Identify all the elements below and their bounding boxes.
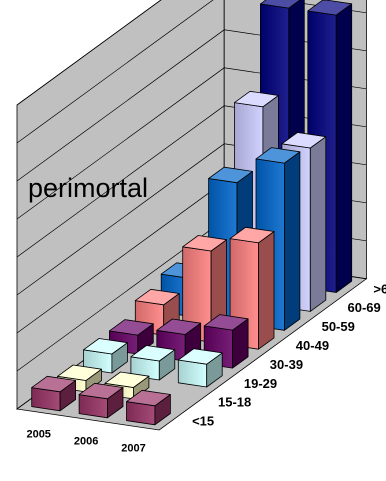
- panel-label: perimortal: [28, 173, 148, 203]
- x-tick-label: 2005: [26, 429, 50, 441]
- bar-top-face: [229, 226, 275, 244]
- age-group-tick-label: 30-39: [270, 357, 303, 372]
- bar-top-face: [182, 235, 228, 252]
- bar-side-face: [283, 151, 301, 331]
- bar-top-face: [130, 345, 176, 362]
- bar-top-face: [307, 0, 353, 16]
- age-group-tick-label: 50-59: [322, 319, 355, 334]
- bar-top-face: [83, 338, 128, 355]
- bar-side-face: [335, 3, 353, 293]
- age-group-tick-label: 15-18: [218, 395, 251, 410]
- bar-top-face: [78, 382, 124, 400]
- age-group-tick-label: <15: [192, 414, 214, 429]
- age-group-tick-label: 19-29: [244, 376, 277, 391]
- bars: [31, 0, 353, 426]
- bar-top-face: [57, 364, 102, 381]
- bar-<15-2005: [31, 375, 76, 412]
- bar-top-face: [259, 0, 301, 9]
- bar-top-face: [104, 371, 150, 388]
- x-tick-labels: 2005 2006 2007: [26, 429, 145, 455]
- bar-top-face: [208, 166, 253, 184]
- bar-front-face: [177, 359, 208, 388]
- gridline: [16, 0, 162, 106]
- bar-19-29-2007: [177, 348, 223, 388]
- bar-19-29-2006: [130, 345, 176, 381]
- bar-top-face: [109, 319, 154, 336]
- x-tick-label: 2007: [121, 443, 145, 455]
- bar-<15-2007: [126, 389, 171, 426]
- bar-top-face: [255, 147, 301, 164]
- age-group-tick-labels: <15 15-18 19-29 30-39 40-49 50-59 60-69 >69: [192, 281, 386, 428]
- bar-top-face: [31, 375, 76, 393]
- bar-30-39-2007: [203, 314, 249, 369]
- bar-top-face: [203, 314, 249, 331]
- bar-side-face: [309, 136, 327, 312]
- bar-top-face: [281, 132, 327, 149]
- age-group-tick-label: 40-49: [296, 338, 329, 353]
- bar-top-face: [177, 348, 223, 365]
- bar-top-face: [134, 288, 180, 306]
- age-group-tick-label: >69: [373, 281, 386, 296]
- x-tick-label: 2006: [74, 436, 98, 448]
- bar-side-face: [258, 231, 275, 350]
- bar-<15-2006: [78, 382, 124, 419]
- bar-top-face: [156, 318, 202, 335]
- age-group-tick-label: 60-69: [348, 300, 381, 315]
- bar-top-face: [234, 90, 279, 108]
- bar-top-face: [126, 389, 171, 407]
